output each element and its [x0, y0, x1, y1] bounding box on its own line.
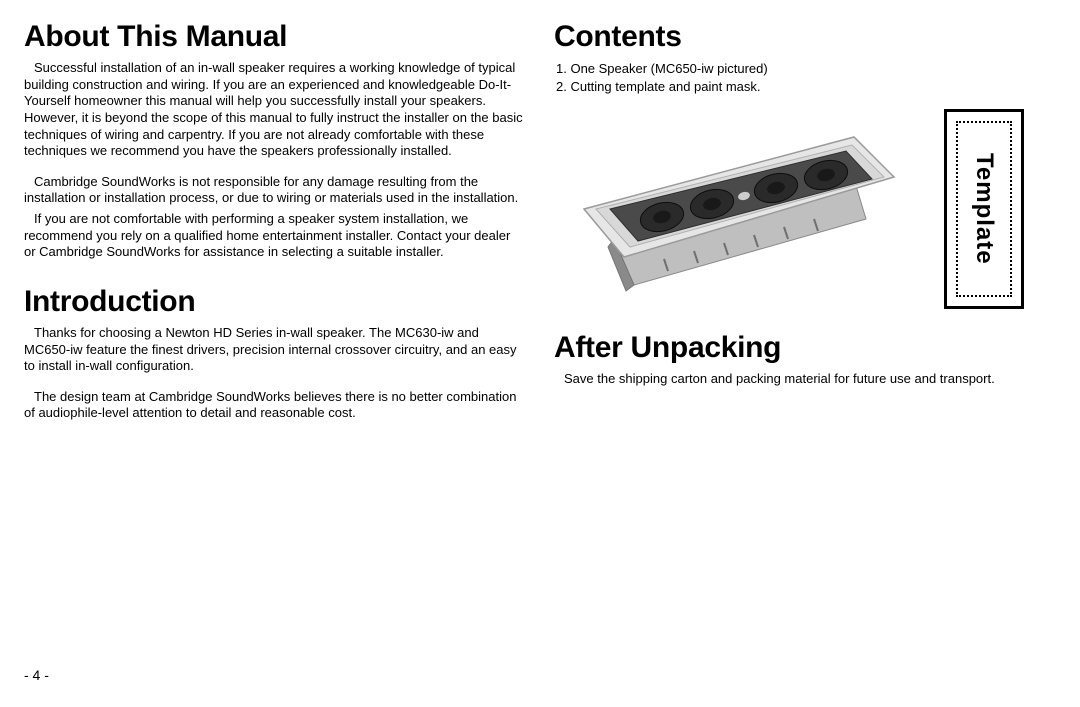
about-p2: Cambridge SoundWorks is not responsible … — [24, 174, 524, 207]
page-number: - 4 - — [24, 667, 49, 683]
speaker-illustration — [554, 109, 914, 309]
after-heading: After Unpacking — [554, 331, 1056, 365]
intro-p2: The design team at Cambridge SoundWorks … — [24, 389, 524, 422]
after-p1: Save the shipping carton and packing mat… — [554, 371, 1056, 388]
about-p3: If you are not comfortable with performi… — [24, 211, 524, 261]
template-figure: Template — [944, 109, 1024, 309]
contents-item-1: 1. One Speaker (MC650-iw pictured) — [556, 60, 1056, 78]
about-heading: About This Manual — [24, 20, 524, 54]
contents-item-2: 2. Cutting template and paint mask. — [556, 78, 1056, 96]
about-p1: Successful installation of an in-wall sp… — [24, 60, 524, 160]
contents-heading: Contents — [554, 20, 1056, 54]
intro-heading: Introduction — [24, 285, 524, 319]
intro-p1: Thanks for choosing a Newton HD Series i… — [24, 325, 524, 375]
